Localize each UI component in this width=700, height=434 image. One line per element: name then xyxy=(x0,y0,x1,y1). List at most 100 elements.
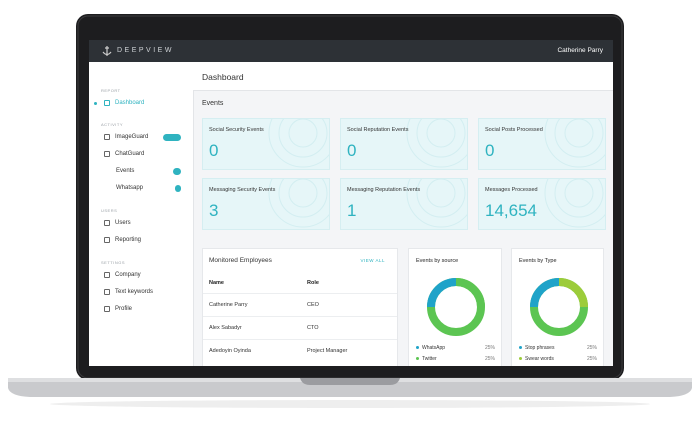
row-divider xyxy=(203,316,397,317)
deco-ring xyxy=(564,179,594,208)
nav-icon xyxy=(104,100,110,106)
badge xyxy=(175,185,181,192)
card-value: 3 xyxy=(209,201,219,220)
deco-ring xyxy=(268,119,329,168)
legend-value: 25% xyxy=(586,356,597,362)
card-value: 14,654 xyxy=(485,201,537,220)
donut-segment xyxy=(558,278,588,308)
card-value: 0 xyxy=(485,141,495,160)
column-header: Name xyxy=(209,280,224,286)
stat-card: Social Posts Processed 0 xyxy=(478,118,606,170)
card-decoration xyxy=(268,179,329,228)
nav-item[interactable]: Dashboard xyxy=(115,100,145,106)
deco-ring xyxy=(416,119,466,158)
deco-ring xyxy=(544,119,605,168)
donut-chart xyxy=(427,278,485,336)
section-label: SETTINGS xyxy=(101,260,126,265)
active-dot xyxy=(94,102,97,105)
donut-title: Events by source xyxy=(416,258,459,264)
row-divider xyxy=(203,293,397,294)
legend-name: Swear words xyxy=(525,356,554,362)
donut-segment xyxy=(455,278,485,308)
deco-ring xyxy=(554,179,604,218)
nav-item[interactable]: Whatsapp xyxy=(116,185,144,191)
row-divider xyxy=(203,339,397,340)
employees-panel: Monitored Employees VIEW ALL Name Role Cat… xyxy=(202,248,398,366)
badge xyxy=(163,134,181,141)
donut-segment xyxy=(530,278,560,308)
deco-ring xyxy=(564,119,594,148)
table-cell: Catherine Parry xyxy=(209,302,248,308)
nav-icon xyxy=(104,306,110,312)
card-title: Messages Processed xyxy=(485,187,538,193)
deco-ring xyxy=(554,119,604,158)
nav-item[interactable]: ImageGuard xyxy=(115,134,149,140)
nav-icon xyxy=(104,289,110,295)
nav-item[interactable]: Company xyxy=(115,272,141,278)
nav-item[interactable]: Reporting xyxy=(115,237,142,243)
deco-ring xyxy=(416,179,466,218)
card-value: 0 xyxy=(209,141,219,160)
card-title: Social Security Events xyxy=(209,127,264,133)
stat-card: Messages Processed 14,654 xyxy=(478,178,606,230)
donut-chart xyxy=(530,278,588,336)
legend-dot xyxy=(519,346,522,349)
stat-card: Social Reputation Events 0 xyxy=(340,118,468,170)
donut-panel: Events by source WhatsApp 25% Twitter 25% xyxy=(408,248,502,366)
legend-value: 25% xyxy=(484,356,495,362)
deco-ring xyxy=(268,179,329,228)
nav-icon xyxy=(104,272,110,278)
card-value: 1 xyxy=(347,201,357,220)
top-bar: DEEPVIEW Catherine Parry xyxy=(89,40,613,62)
table-cell: CEO xyxy=(307,302,319,308)
card-decoration xyxy=(406,119,467,168)
card-decoration xyxy=(268,119,329,168)
badge xyxy=(173,168,181,175)
nav-icon xyxy=(104,134,110,140)
nav-item[interactable]: Events xyxy=(116,168,135,174)
deco-ring xyxy=(288,179,318,208)
stat-card: Messaging Reputation Events 1 xyxy=(340,178,468,230)
donut-segment xyxy=(427,278,457,308)
donut-title: Events by Type xyxy=(519,258,557,264)
nav-item[interactable]: Users xyxy=(115,220,131,226)
legend-dot xyxy=(416,346,419,349)
card-title: Messaging Reputation Events xyxy=(347,187,421,193)
legend-value: 25% xyxy=(586,345,597,351)
nav-item[interactable]: Profile xyxy=(115,306,133,312)
table-cell: Adedoyin Oyinda xyxy=(209,348,251,354)
panel-title: Monitored Employees xyxy=(209,257,272,264)
card-title: Messaging Security Events xyxy=(209,187,276,193)
section-title: Events xyxy=(202,100,224,107)
legend-name: Stop phrases xyxy=(525,345,555,351)
section-label: REPORT xyxy=(101,88,121,93)
sidebar: REPORT Dashboard ACTIVITY ImageGuard ChatGua… xyxy=(89,62,194,366)
nav-item[interactable]: ChatGuard xyxy=(115,151,145,157)
deco-ring xyxy=(544,179,605,228)
nav-icon xyxy=(104,151,110,157)
card-decoration xyxy=(544,119,605,168)
table-cell: CTO xyxy=(307,325,319,331)
page-title: Dashboard xyxy=(202,72,244,82)
nav-item[interactable]: Text keywords xyxy=(115,289,154,295)
stat-card: Messaging Security Events 3 xyxy=(202,178,330,230)
view-all-link[interactable]: VIEW ALL xyxy=(360,258,385,263)
card-title: Social Reputation Events xyxy=(347,127,409,133)
stat-card: Social Security Events 0 xyxy=(202,118,330,170)
card-decoration xyxy=(406,179,467,228)
nav-icon xyxy=(104,237,110,243)
legend-name: Twitter xyxy=(422,356,437,362)
deco-ring xyxy=(406,179,467,228)
legend-name: WhatsApp xyxy=(422,345,446,351)
section-label: ACTIVITY xyxy=(101,122,124,127)
donut-panel: Events by Type Stop phrases 25% Swear words… xyxy=(511,248,604,366)
legend-dot xyxy=(519,357,522,360)
deco-ring xyxy=(278,179,328,218)
deco-ring xyxy=(288,119,318,148)
user-name[interactable]: Catherine Parry xyxy=(557,47,603,54)
card-value: 0 xyxy=(347,141,357,160)
deco-ring xyxy=(426,179,456,208)
nav-icon xyxy=(104,220,110,226)
card-decoration xyxy=(544,179,605,228)
